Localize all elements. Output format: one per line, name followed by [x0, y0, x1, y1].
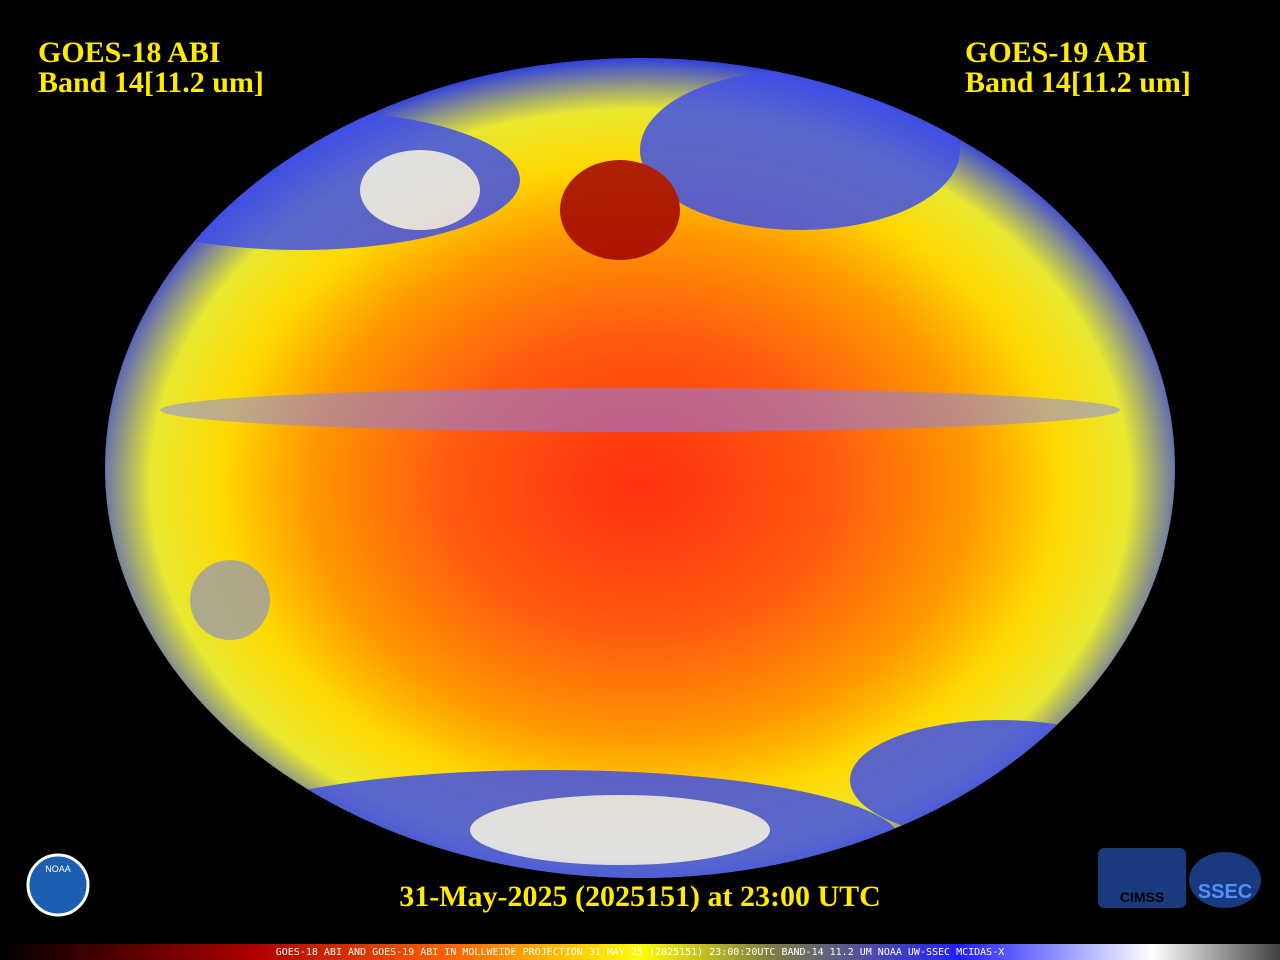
color-bar — [0, 944, 1280, 960]
right-title: GOES-19 ABI — [965, 36, 1148, 69]
globe — [105, 58, 1175, 878]
left-header: GOES-18 ABI Band 14[11.2 um] — [38, 38, 264, 98]
cimss-label: CIMSS — [1120, 889, 1164, 905]
timestamp: 31-May-2025 (2025151) at 23:00 UTC — [399, 880, 881, 913]
right-header: GOES-19 ABI Band 14[11.2 um] — [965, 38, 1191, 98]
footer-text: GOES-18 ABI AND GOES-19 ABI IN MOLLWEIDE… — [276, 947, 1004, 958]
noaa-logo — [26, 853, 90, 917]
left-title: GOES-18 ABI — [38, 36, 221, 69]
ssec-logo — [1189, 852, 1261, 908]
ssec-label: SSEC — [1198, 881, 1252, 903]
noaa-label: NOAA — [45, 864, 71, 874]
right-band: Band 14[11.2 um] — [965, 66, 1191, 99]
cimss-logo — [1098, 848, 1186, 908]
left-band: Band 14[11.2 um] — [38, 66, 264, 99]
